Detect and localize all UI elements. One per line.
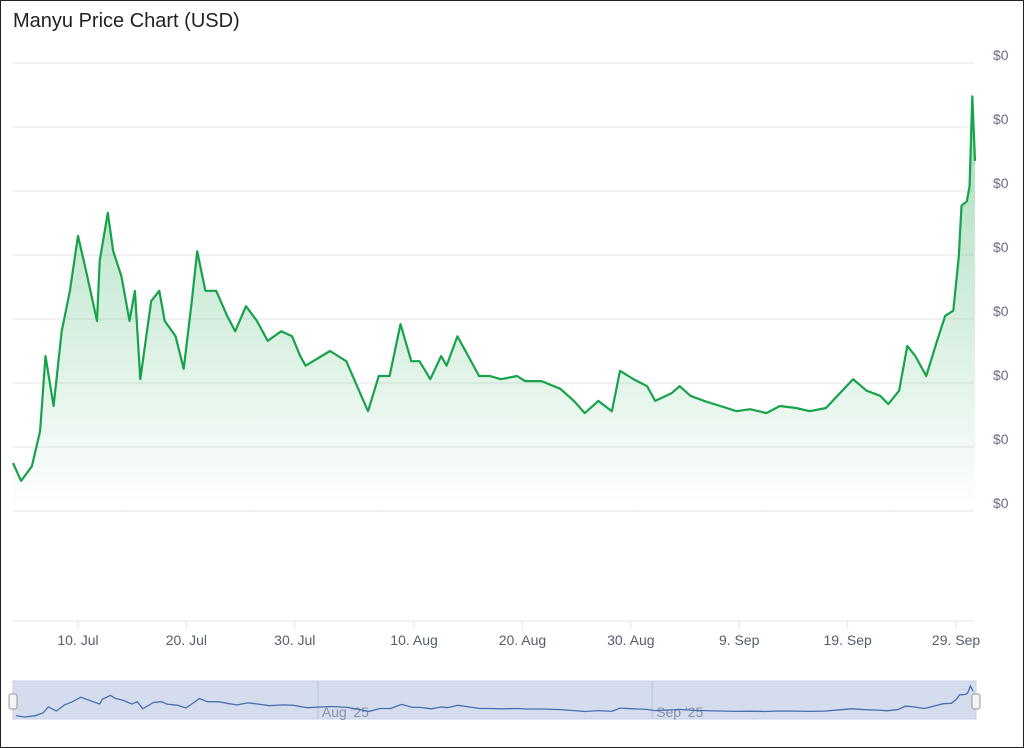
x-tick-label: 30. Aug: [607, 632, 655, 648]
x-tick-label: 20. Aug: [499, 632, 547, 648]
y-tick-label: $0: [993, 303, 1009, 319]
price-area-fill: [12, 96, 976, 512]
y-tick-label: $0: [993, 47, 1009, 63]
navigator-label: Sep '25: [656, 704, 703, 720]
price-line: [11, 95, 977, 482]
x-tick-label: 10. Jul: [57, 632, 98, 648]
navigator-label: Aug '25: [322, 704, 369, 720]
y-tick-label: $0: [993, 175, 1009, 191]
navigator-line: [15, 684, 974, 718]
y-tick-label: $0: [993, 367, 1009, 383]
navigator-selection: [12, 680, 977, 720]
y-tick-label: $0: [993, 495, 1009, 511]
navigator-right-handle[interactable]: [971, 693, 981, 710]
x-tick-label: 19. Sep: [824, 632, 872, 648]
chart-title: Manyu Price Chart (USD): [13, 10, 240, 32]
y-tick-label: $0: [993, 239, 1009, 255]
x-tick-label: 29. Sep: [932, 632, 980, 648]
y-tick-label: $0: [993, 431, 1009, 447]
x-tick-label: 20. Jul: [166, 632, 207, 648]
x-tick-label: 10. Aug: [390, 632, 438, 648]
y-tick-label: $0: [993, 111, 1009, 127]
navigator-left-handle[interactable]: [8, 693, 18, 710]
x-tick-label: 9. Sep: [719, 632, 760, 648]
x-tick-label: 30. Jul: [274, 632, 315, 648]
